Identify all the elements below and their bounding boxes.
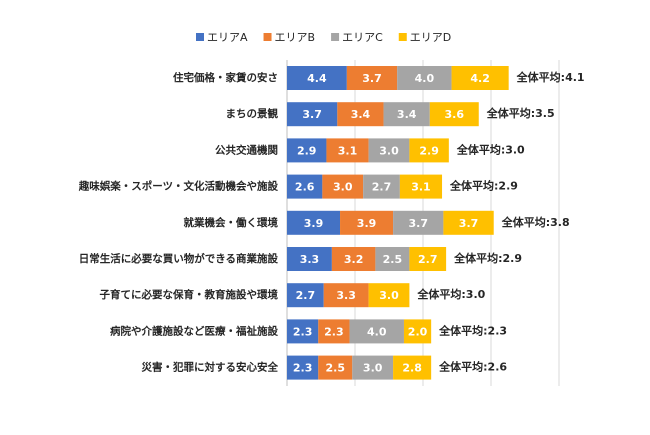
value-label: 2.3 [293, 325, 313, 338]
value-label: 3.0 [333, 181, 353, 194]
y-tick-label: 子育てに必要な保育・教育施設や環境 [100, 288, 279, 301]
bar-segment [326, 138, 369, 163]
bar-segment [287, 319, 319, 344]
legend-swatch [331, 33, 340, 41]
legend-swatch [398, 33, 407, 41]
bar-segment [383, 102, 430, 127]
average-label: 全体平均:4.1 [516, 70, 585, 84]
value-label: 4.0 [367, 325, 387, 338]
bar-segment [349, 319, 404, 344]
value-label: 2.9 [297, 144, 317, 157]
legend-swatch [263, 33, 272, 41]
value-label: 3.4 [397, 108, 417, 121]
value-label: 3.3 [300, 253, 320, 266]
value-label: 3.2 [344, 253, 364, 266]
bar-segment [287, 283, 324, 308]
bar-segment [287, 355, 319, 380]
bar-segment [443, 210, 494, 235]
bar-segment [318, 319, 350, 344]
value-label: 2.5 [383, 253, 403, 266]
bar-segment [331, 247, 376, 271]
bar-segment [393, 210, 444, 235]
average-label: 全体平均:3.5 [486, 106, 555, 120]
value-label: 2.6 [295, 181, 315, 194]
bar-segment [287, 66, 347, 90]
value-label: 3.1 [338, 144, 358, 157]
y-tick-label: 災害・犯罪に対する安心安全 [142, 361, 279, 374]
bar-segment [429, 102, 479, 127]
bar-segment [393, 355, 432, 380]
y-tick-label: まちの景観 [226, 107, 279, 120]
bar-segment [397, 66, 452, 90]
value-label: 2.3 [293, 362, 313, 375]
value-label: 3.1 [411, 181, 431, 194]
legend-label: エリアB [275, 31, 316, 44]
bar-segment [368, 283, 410, 308]
value-label: 3.7 [362, 72, 382, 85]
y-tick-label: 趣味娯楽・スポーツ・文化活動機会や施設 [78, 180, 279, 193]
value-label: 2.7 [418, 253, 438, 266]
bar-segment [340, 210, 394, 235]
value-label: 4.2 [470, 72, 490, 85]
bar-segment [352, 355, 394, 380]
value-label: 3.6 [445, 108, 465, 121]
value-label: 3.4 [351, 108, 371, 121]
bar-segment [375, 247, 410, 271]
legend-label: エリアD [410, 31, 451, 44]
value-label: 2.7 [372, 181, 392, 194]
y-tick-label: 公共交通機関 [215, 143, 278, 156]
bar-segment [451, 66, 509, 90]
value-label: 3.3 [336, 289, 356, 302]
legend-label: エリアA [207, 31, 248, 44]
average-label: 全体平均:2.6 [438, 360, 507, 374]
bar-segment [346, 66, 398, 90]
value-label: 3.0 [363, 362, 383, 375]
y-tick-label: 住宅価格・家賃の安さ [173, 71, 278, 84]
y-tick-label: 就業機会・働く環境 [184, 216, 279, 229]
bar-segment [287, 102, 338, 127]
bar-segment [337, 102, 384, 127]
value-label: 3.7 [459, 217, 479, 230]
value-label: 3.0 [379, 289, 399, 302]
bar-segment [399, 174, 443, 199]
bar-segment [409, 138, 449, 163]
value-label: 3.0 [379, 144, 399, 157]
bar-segment [409, 247, 447, 271]
bar-segment [318, 355, 353, 380]
value-label: 3.7 [408, 217, 428, 230]
average-label: 全体平均:2.9 [449, 179, 518, 193]
y-tick-label: 病院や介護施設など医療・福祉施設 [110, 324, 278, 337]
bar-segment [368, 138, 410, 163]
value-label: 3.9 [304, 217, 324, 230]
value-label: 2.8 [402, 362, 422, 375]
bar-segment [363, 174, 400, 199]
y-tick-label: 日常生活に必要な買い物ができる商業施設 [79, 252, 279, 265]
value-label: 4.0 [415, 72, 435, 85]
bar-segment [403, 319, 432, 344]
legend-swatch [196, 33, 204, 41]
value-label: 3.9 [357, 217, 377, 230]
value-label: 2.9 [419, 144, 439, 157]
average-label: 全体平均:3.8 [501, 215, 570, 229]
value-label: 2.7 [296, 289, 316, 302]
value-label: 2.3 [324, 325, 344, 338]
average-label: 全体平均:3.0 [456, 142, 525, 156]
bar-segment [323, 283, 369, 308]
bar-segment [287, 247, 332, 271]
average-label: 全体平均:2.9 [453, 251, 522, 265]
value-label: 3.7 [302, 108, 322, 121]
value-label: 4.4 [307, 72, 327, 85]
legend-label: エリアC [342, 31, 383, 44]
bar-segment [287, 138, 327, 163]
value-label: 2.5 [326, 362, 346, 375]
value-label: 2.0 [408, 325, 428, 338]
bar-segment [287, 174, 323, 199]
bar-segment [322, 174, 364, 199]
bar-segment [287, 210, 341, 235]
average-label: 全体平均:3.0 [416, 287, 485, 301]
average-label: 全体平均:2.3 [438, 323, 507, 337]
